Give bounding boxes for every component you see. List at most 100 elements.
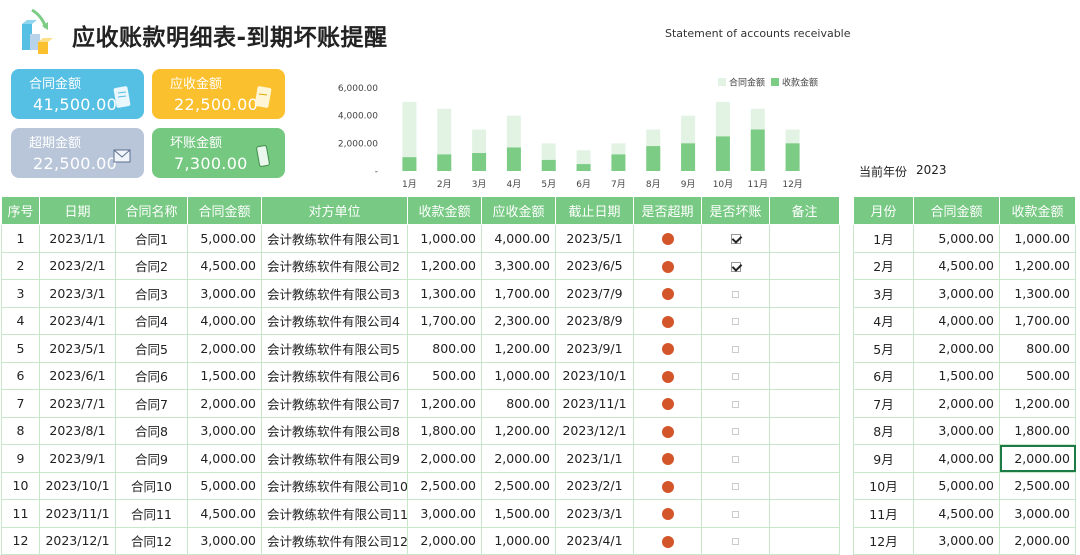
cell-month[interactable]: 12月 — [853, 526, 914, 555]
cell-remark[interactable] — [769, 334, 840, 363]
cell-party[interactable]: 会计教练软件有限公司2 — [261, 251, 408, 280]
column-header[interactable]: 应收金额 — [481, 196, 556, 225]
cell-name[interactable]: 合同9 — [115, 444, 188, 473]
cell-due[interactable]: 2023/3/1 — [555, 499, 634, 528]
cell-remark[interactable] — [769, 279, 840, 308]
cell-overdue[interactable] — [633, 526, 702, 555]
cell-name[interactable]: 合同7 — [115, 389, 188, 418]
cell-party[interactable]: 会计教练软件有限公司10 — [261, 471, 408, 500]
cell-due[interactable]: 2023/7/9 — [555, 279, 634, 308]
cell-overdue[interactable] — [633, 334, 702, 363]
cell-received[interactable]: 500.00 — [407, 361, 482, 390]
cell-received[interactable]: 1,200.00 — [999, 389, 1076, 418]
bad-debt-checkbox[interactable] — [732, 318, 739, 326]
cell-name[interactable]: 合同1 — [115, 224, 188, 253]
bad-debt-checkbox[interactable] — [732, 510, 739, 518]
column-header[interactable]: 合同金额 — [187, 196, 262, 225]
cell-no[interactable]: 2 — [1, 251, 40, 280]
cell-bad-debt[interactable] — [701, 251, 770, 280]
cell-bad-debt[interactable] — [701, 224, 770, 253]
cell-month[interactable]: 11月 — [853, 499, 914, 528]
cell-receivable[interactable]: 1,700.00 — [481, 279, 556, 308]
cell-amount[interactable]: 5,000.00 — [913, 471, 1000, 500]
cell-due[interactable]: 2023/12/1 — [555, 416, 634, 445]
cell-party[interactable]: 会计教练软件有限公司6 — [261, 361, 408, 390]
cell-name[interactable]: 合同8 — [115, 416, 188, 445]
cell-no[interactable]: 1 — [1, 224, 40, 253]
cell-bad-debt[interactable] — [701, 279, 770, 308]
cell-no[interactable]: 6 — [1, 361, 40, 390]
cell-due[interactable]: 2023/6/5 — [555, 251, 634, 280]
cell-date[interactable]: 2023/9/1 — [39, 444, 116, 473]
cell-remark[interactable] — [769, 471, 840, 500]
bad-debt-checkbox[interactable] — [732, 373, 739, 381]
cell-name[interactable]: 合同5 — [115, 334, 188, 363]
cell-amount[interactable]: 4,000.00 — [913, 444, 1000, 473]
cell-no[interactable]: 8 — [1, 416, 40, 445]
cell-bad-debt[interactable] — [701, 389, 770, 418]
column-header[interactable]: 收款金额 — [407, 196, 482, 225]
cell-due[interactable]: 2023/9/1 — [555, 334, 634, 363]
cell-received[interactable]: 1,200.00 — [407, 251, 482, 280]
column-header[interactable]: 截止日期 — [555, 196, 634, 225]
column-header[interactable]: 收款金额 — [999, 196, 1076, 225]
cell-date[interactable]: 2023/10/1 — [39, 471, 116, 500]
cell-due[interactable]: 2023/4/1 — [555, 526, 634, 555]
cell-name[interactable]: 合同12 — [115, 526, 188, 555]
column-header[interactable]: 合同名称 — [115, 196, 188, 225]
cell-received[interactable]: 2,500.00 — [407, 471, 482, 500]
cell-month[interactable]: 9月 — [853, 444, 914, 473]
cell-date[interactable]: 2023/5/1 — [39, 334, 116, 363]
cell-amount[interactable]: 2,000.00 — [187, 389, 262, 418]
cell-overdue[interactable] — [633, 416, 702, 445]
cell-no[interactable]: 7 — [1, 389, 40, 418]
cell-bad-debt[interactable] — [701, 471, 770, 500]
cell-receivable[interactable]: 1,500.00 — [481, 499, 556, 528]
column-header[interactable]: 是否坏账 — [701, 196, 770, 225]
cell-remark[interactable] — [769, 306, 840, 335]
cell-amount[interactable]: 3,000.00 — [913, 279, 1000, 308]
cell-received[interactable]: 2,000.00 — [999, 444, 1076, 473]
cell-overdue[interactable] — [633, 279, 702, 308]
bad-debt-checkbox[interactable] — [732, 345, 739, 353]
cell-amount[interactable]: 4,500.00 — [913, 251, 1000, 280]
cell-received[interactable]: 2,000.00 — [999, 526, 1076, 555]
cell-no[interactable]: 9 — [1, 444, 40, 473]
cell-no[interactable]: 5 — [1, 334, 40, 363]
cell-received[interactable]: 1,300.00 — [407, 279, 482, 308]
cell-amount[interactable]: 4,500.00 — [187, 251, 262, 280]
column-header[interactable]: 序号 — [1, 196, 40, 225]
column-header[interactable]: 月份 — [853, 196, 914, 225]
cell-name[interactable]: 合同3 — [115, 279, 188, 308]
cell-month[interactable]: 1月 — [853, 224, 914, 253]
cell-date[interactable]: 2023/8/1 — [39, 416, 116, 445]
cell-due[interactable]: 2023/2/1 — [555, 471, 634, 500]
cell-date[interactable]: 2023/11/1 — [39, 499, 116, 528]
cell-received[interactable]: 1,800.00 — [999, 416, 1076, 445]
cell-received[interactable]: 800.00 — [999, 334, 1076, 363]
cell-overdue[interactable] — [633, 361, 702, 390]
cell-receivable[interactable]: 2,300.00 — [481, 306, 556, 335]
cell-party[interactable]: 会计教练软件有限公司5 — [261, 334, 408, 363]
cell-amount[interactable]: 2,000.00 — [913, 389, 1000, 418]
bad-debt-checkbox[interactable] — [730, 234, 741, 245]
cell-amount[interactable]: 3,000.00 — [187, 526, 262, 555]
cell-date[interactable]: 2023/12/1 — [39, 526, 116, 555]
cell-month[interactable]: 4月 — [853, 306, 914, 335]
cell-remark[interactable] — [769, 526, 840, 555]
cell-bad-debt[interactable] — [701, 526, 770, 555]
cell-party[interactable]: 会计教练软件有限公司4 — [261, 306, 408, 335]
cell-name[interactable]: 合同6 — [115, 361, 188, 390]
cell-bad-debt[interactable] — [701, 444, 770, 473]
cell-date[interactable]: 2023/4/1 — [39, 306, 116, 335]
cell-receivable[interactable]: 1,000.00 — [481, 361, 556, 390]
cell-party[interactable]: 会计教练软件有限公司8 — [261, 416, 408, 445]
cell-due[interactable]: 2023/1/1 — [555, 444, 634, 473]
cell-receivable[interactable]: 4,000.00 — [481, 224, 556, 253]
cell-received[interactable]: 3,000.00 — [407, 499, 482, 528]
cell-remark[interactable] — [769, 251, 840, 280]
cell-amount[interactable]: 5,000.00 — [913, 224, 1000, 253]
cell-name[interactable]: 合同2 — [115, 251, 188, 280]
cell-received[interactable]: 1,300.00 — [999, 279, 1076, 308]
bad-debt-checkbox[interactable] — [732, 290, 739, 298]
